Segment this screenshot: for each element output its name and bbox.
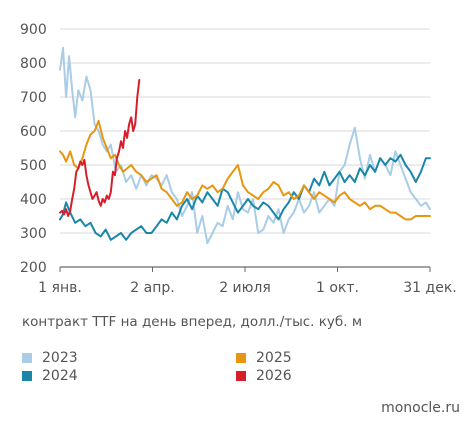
x-tick-label: 2 июля [219,280,271,296]
x-tick-label: 2 апр. [130,280,174,296]
legend-item-2024: 2024 [22,368,78,384]
legend-item-2026: 2026 [236,368,292,384]
legend-label: 2025 [256,350,292,366]
series-line-2025 [59,119,431,221]
x-tick-label: 1 окт. [316,280,359,296]
legend-swatch [22,353,32,363]
y-tick-label: 400 [20,192,47,208]
x-axis: 1 янв. 2 апр. 2 июля 1 окт. 31 дек. [38,267,457,296]
x-tick-label: 1 янв. [38,280,82,296]
y-tick-label: 300 [20,226,47,242]
series-line-2026 [59,79,141,217]
series-line-2024 [59,153,431,241]
legend-item-2025: 2025 [236,350,292,366]
y-tick-label: 500 [20,158,47,174]
legend-swatch [236,371,246,381]
ttf-price-chart: 200 300 400 500 600 700 800 900 1 янв. 2 апр. 2 и… [20,22,457,296]
legend-label: 2026 [256,368,292,384]
legend-swatch [22,371,32,381]
y-tick-label: 900 [20,22,47,38]
x-tick-label: 31 дек. [403,280,456,296]
gridlines [60,28,430,268]
y-tick-label: 600 [20,124,47,140]
legend-label: 2024 [42,368,78,384]
source-credit: monocle.ru [381,400,460,416]
legend-label: 2023 [42,350,78,366]
chart-caption: контракт TTF на день вперед, долл./тыс. … [22,314,363,330]
series-lines [59,46,431,245]
y-axis-labels: 200 300 400 500 600 700 800 900 [20,22,47,276]
legend-item-2023: 2023 [22,350,78,366]
y-tick-label: 800 [20,56,47,72]
y-tick-label: 700 [20,90,47,106]
legend-swatch [236,353,246,363]
series-line-2023 [59,46,431,245]
y-tick-label: 200 [20,260,47,276]
